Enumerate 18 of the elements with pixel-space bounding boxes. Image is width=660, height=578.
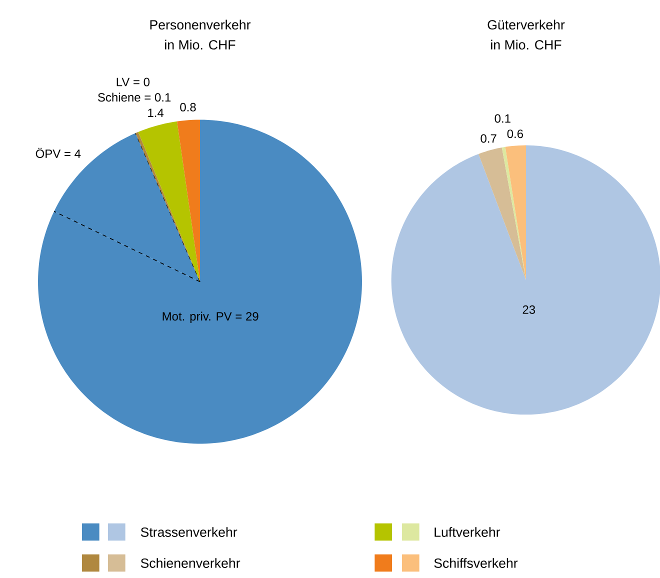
data-label: 0.7 <box>480 134 496 143</box>
data-label: 1.4 <box>148 108 164 117</box>
legend-label: Luftverkehr <box>434 527 500 537</box>
chart-title: Güterverkehr <box>488 20 565 30</box>
legend-label: Schiffsverkehr <box>434 558 518 568</box>
data-label: 23 <box>522 305 536 314</box>
legend-label: Schienenverkehr <box>140 558 240 568</box>
data-label: 0.8 <box>180 102 196 112</box>
data-label: 0.6 <box>507 130 524 138</box>
data-label: ÖPV = 4 <box>36 148 81 158</box>
data-label: Mot. priv. PV = 29 <box>162 312 258 323</box>
data-label: 0.1 <box>494 114 510 123</box>
text: LV = 0 <box>116 78 150 86</box>
data-label: Schiene = 0.1 <box>98 92 171 102</box>
legend-label: Strassenverkehr <box>140 527 238 537</box>
chart-title: Personenverkehr <box>150 20 251 30</box>
chart-subtitle: in Mio. CHF <box>165 40 236 50</box>
chart-subtitle: in Mio. CHF <box>491 40 562 50</box>
